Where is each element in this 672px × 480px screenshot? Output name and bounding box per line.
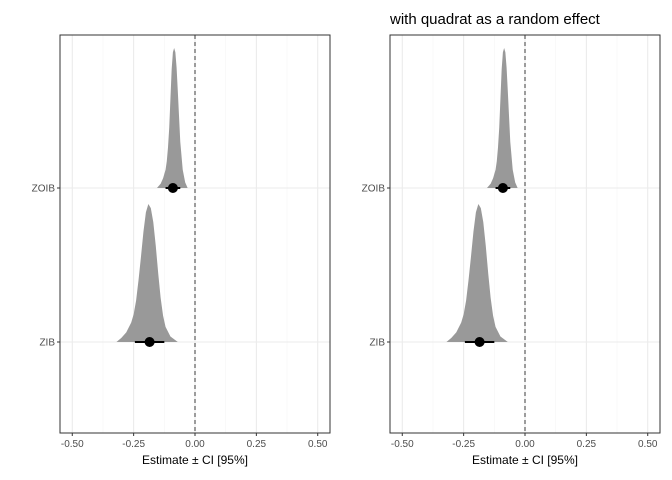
x-tick-label: -0.50	[391, 439, 414, 450]
density-ridge-zoib	[486, 48, 518, 188]
estimate-point-zoib	[497, 183, 508, 193]
x-axis-title: Estimate ± CI [95%]	[142, 453, 248, 467]
x-tick-label: 0.00	[185, 439, 205, 450]
x-tick-label: 0.50	[638, 439, 658, 450]
x-axis-title: Estimate ± CI [95%]	[472, 453, 578, 467]
density-ridge-zoib	[156, 48, 188, 188]
panel-title: with quadrat as a random effect	[389, 11, 601, 28]
x-tick-label: -0.25	[122, 439, 145, 450]
y-tick-label-zib: ZIB	[39, 338, 55, 349]
right-panel: -0.50 -0.25 0.00 0.25 0.50 ZIB ZOIB Estimate ± …	[362, 11, 661, 467]
estimate-point-zoib	[167, 183, 178, 193]
y-tick-label-zoib: ZOIB	[32, 184, 56, 195]
x-tick-label: -0.50	[61, 439, 84, 450]
x-tick-label: 0.25	[577, 439, 597, 450]
y-tick-label-zib: ZIB	[369, 338, 385, 349]
estimate-point-zib	[144, 337, 155, 347]
density-ridge-zib	[446, 204, 508, 342]
x-tick-label: 0.25	[247, 439, 267, 450]
y-tick-label-zoib: ZOIB	[362, 184, 386, 195]
density-ridge-zib	[116, 204, 178, 342]
estimate-point-zib	[474, 337, 485, 347]
x-tick-label: -0.25	[452, 439, 475, 450]
x-tick-label: 0.00	[515, 439, 535, 450]
left-panel: -0.50 -0.25 0.00 0.25 0.50 ZIB ZOIB Estimate ± …	[32, 34, 331, 467]
x-tick-label: 0.50	[308, 439, 328, 450]
